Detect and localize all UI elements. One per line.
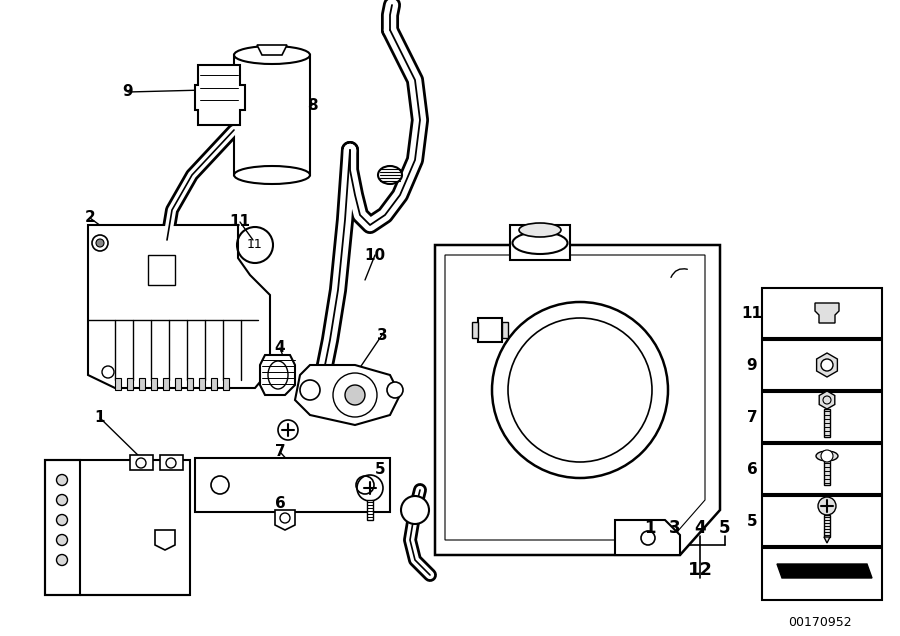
Text: 4: 4 <box>694 519 706 537</box>
Polygon shape <box>478 318 502 342</box>
Polygon shape <box>260 355 295 395</box>
Circle shape <box>102 366 114 378</box>
Polygon shape <box>163 378 169 390</box>
Polygon shape <box>824 537 830 543</box>
Circle shape <box>57 534 68 546</box>
Polygon shape <box>195 65 245 125</box>
Circle shape <box>300 380 320 400</box>
Polygon shape <box>115 378 121 390</box>
Polygon shape <box>187 378 193 390</box>
Polygon shape <box>211 378 217 390</box>
Text: 7: 7 <box>747 410 757 424</box>
Text: 11: 11 <box>742 305 762 321</box>
Polygon shape <box>819 391 835 409</box>
Text: 5: 5 <box>719 519 731 537</box>
Text: 8: 8 <box>307 97 318 113</box>
Circle shape <box>278 420 298 440</box>
Bar <box>762 340 882 390</box>
Circle shape <box>821 359 833 371</box>
Bar <box>762 548 882 600</box>
Text: 3: 3 <box>377 328 387 343</box>
Ellipse shape <box>378 166 402 184</box>
Polygon shape <box>223 378 229 390</box>
Polygon shape <box>257 45 287 55</box>
Polygon shape <box>199 378 205 390</box>
Text: 00170952: 00170952 <box>788 616 851 628</box>
Bar <box>762 496 882 546</box>
Circle shape <box>401 496 429 524</box>
Polygon shape <box>139 378 145 390</box>
Polygon shape <box>777 564 872 578</box>
Polygon shape <box>45 460 80 595</box>
Polygon shape <box>615 520 680 555</box>
Polygon shape <box>815 303 839 323</box>
Text: 2: 2 <box>85 211 95 226</box>
Polygon shape <box>816 353 837 377</box>
Text: 11: 11 <box>248 238 263 251</box>
Text: 6: 6 <box>274 497 285 511</box>
Text: 7: 7 <box>274 445 285 459</box>
Text: 5: 5 <box>747 513 757 529</box>
Polygon shape <box>151 378 157 390</box>
Bar <box>367 500 373 520</box>
Polygon shape <box>155 530 175 550</box>
Circle shape <box>492 302 668 478</box>
Ellipse shape <box>234 46 310 64</box>
Circle shape <box>96 239 104 247</box>
Circle shape <box>821 450 833 462</box>
Text: 5: 5 <box>374 462 385 478</box>
Polygon shape <box>502 322 508 338</box>
Circle shape <box>345 385 365 405</box>
Polygon shape <box>195 458 390 512</box>
Polygon shape <box>472 322 478 338</box>
Text: 9: 9 <box>122 85 133 99</box>
Text: 12: 12 <box>688 561 713 579</box>
Circle shape <box>57 515 68 525</box>
Bar <box>824 515 830 537</box>
Polygon shape <box>435 245 720 555</box>
Bar <box>762 444 882 494</box>
Bar <box>234 55 310 175</box>
Polygon shape <box>295 365 400 425</box>
Polygon shape <box>130 455 153 470</box>
Ellipse shape <box>512 232 568 254</box>
Ellipse shape <box>519 223 561 237</box>
Bar <box>762 392 882 442</box>
Ellipse shape <box>234 166 310 184</box>
Bar <box>762 288 882 338</box>
Circle shape <box>818 497 836 515</box>
Polygon shape <box>160 455 183 470</box>
Polygon shape <box>175 378 181 390</box>
Circle shape <box>57 495 68 506</box>
Circle shape <box>57 555 68 565</box>
Text: 10: 10 <box>364 247 385 263</box>
Circle shape <box>357 475 383 501</box>
Bar <box>824 461 830 485</box>
Circle shape <box>57 474 68 485</box>
Circle shape <box>387 382 403 398</box>
Text: 3: 3 <box>670 519 680 537</box>
Polygon shape <box>88 225 270 388</box>
Text: 1: 1 <box>94 410 105 425</box>
Ellipse shape <box>816 451 838 461</box>
Circle shape <box>92 235 108 251</box>
Text: 6: 6 <box>747 462 758 476</box>
Text: 11: 11 <box>230 214 250 230</box>
Polygon shape <box>275 510 295 530</box>
Text: 9: 9 <box>747 357 757 373</box>
Text: 4: 4 <box>274 340 285 356</box>
Polygon shape <box>127 378 133 390</box>
Polygon shape <box>510 225 570 260</box>
Text: 1: 1 <box>644 519 656 537</box>
Bar <box>824 409 830 437</box>
